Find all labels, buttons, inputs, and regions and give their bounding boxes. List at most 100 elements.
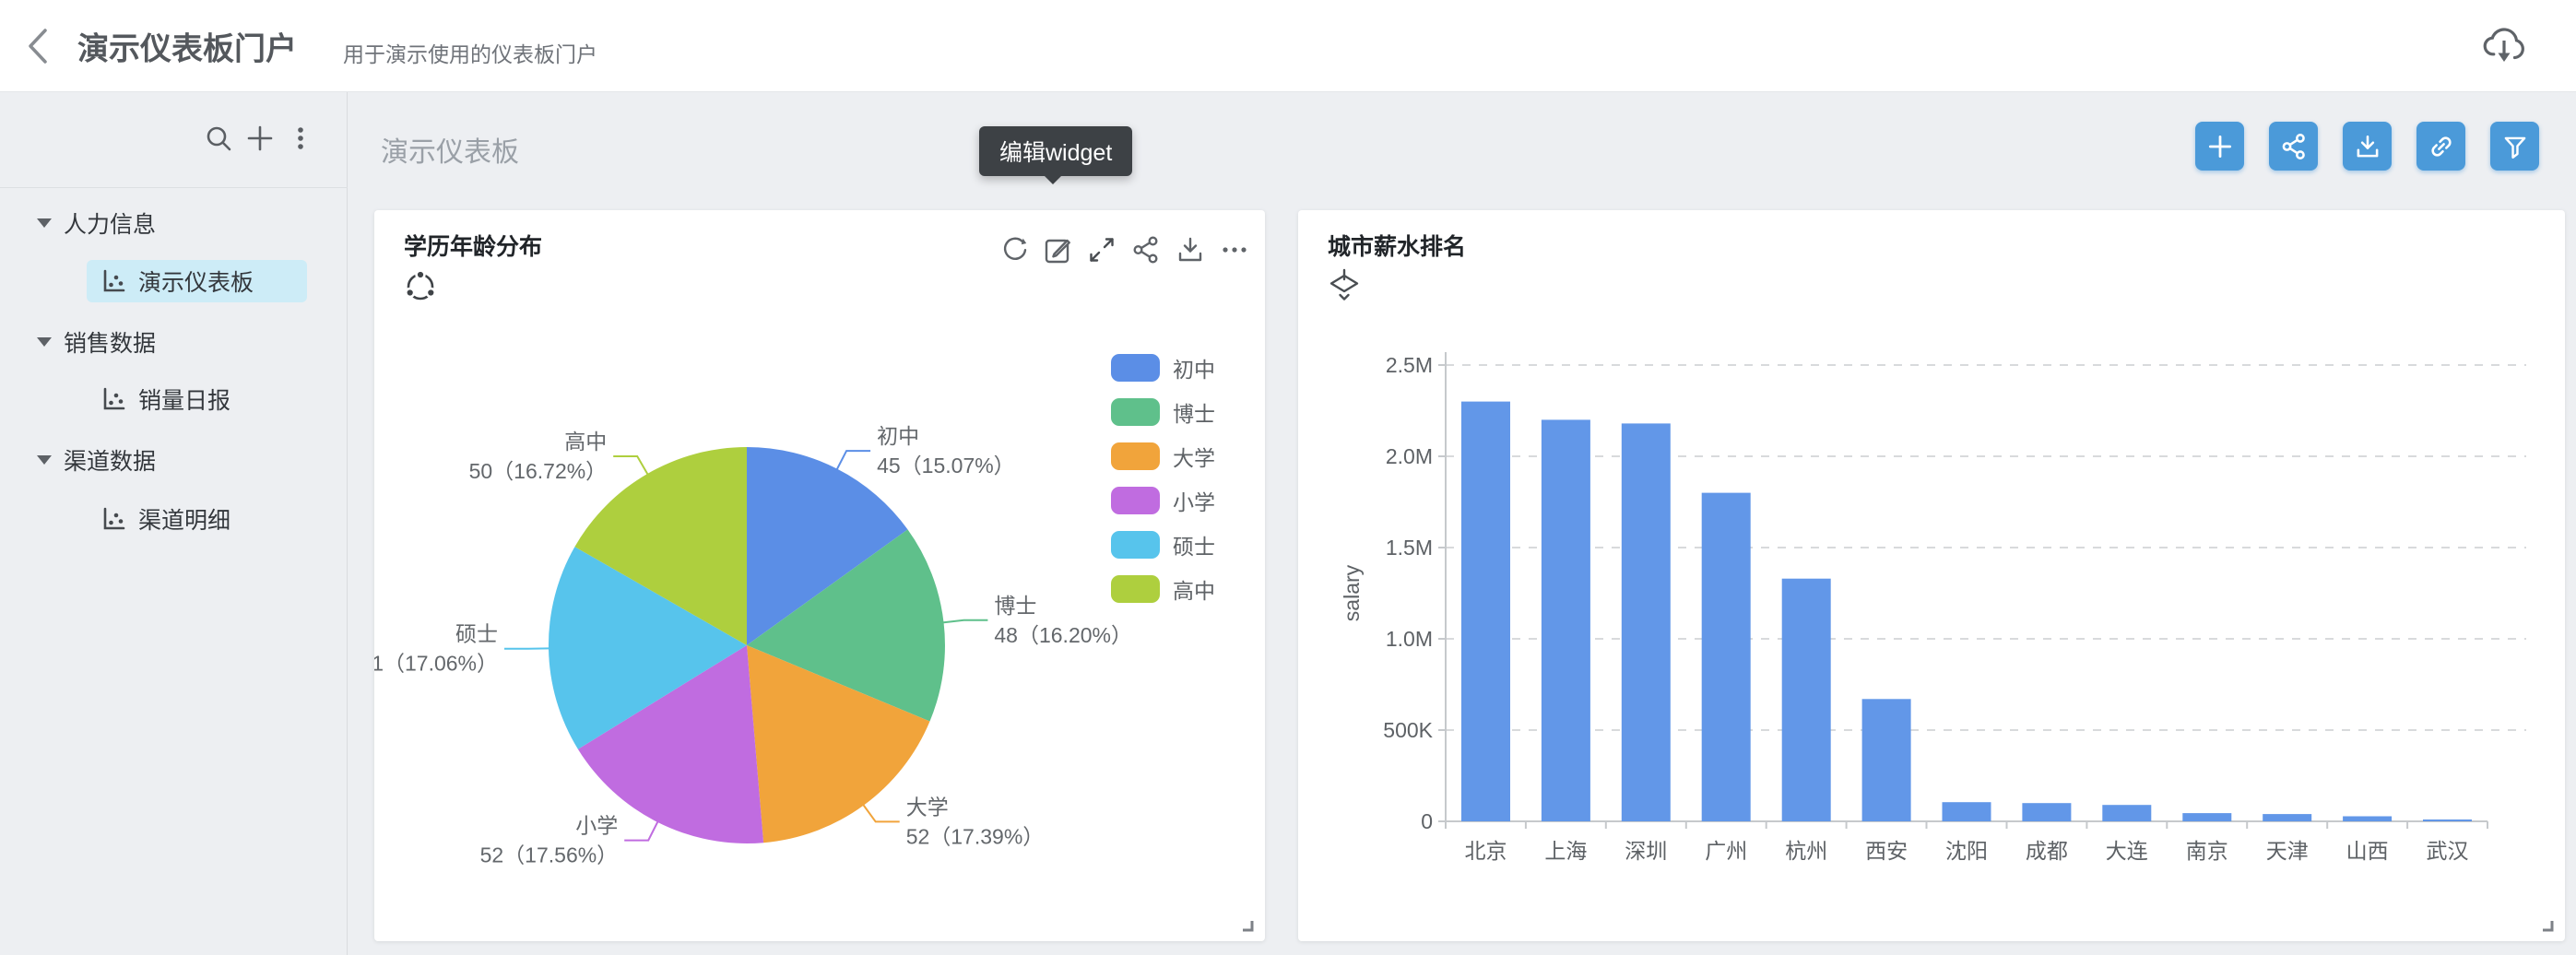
resize-handle[interactable] [2539, 917, 2556, 934]
group-label: 销售数据 [64, 331, 157, 357]
cloud-download-icon[interactable] [2481, 27, 2527, 67]
x-tick-label: 武汉 [2427, 839, 2469, 863]
group-label: 渠道数据 [64, 449, 157, 475]
edit-icon[interactable] [1042, 234, 1073, 265]
y-tick-label: 2.0M [1386, 444, 1433, 468]
legend-item[interactable]: 高中 [1111, 575, 1215, 603]
pie-label-value: 52（17.56%） [480, 843, 619, 867]
legend-item[interactable]: 硕士 [1111, 531, 1215, 559]
dashboard-toolbar [2195, 122, 2539, 171]
bar-北京[interactable] [1461, 401, 1510, 821]
legend-label: 硕士 [1173, 535, 1215, 559]
share-button[interactable] [2269, 122, 2318, 171]
legend-swatch [1111, 354, 1160, 382]
legend-item[interactable]: 博士 [1111, 398, 1215, 426]
resize-handle[interactable] [1239, 917, 1256, 934]
bar-大连[interactable] [2102, 805, 2152, 821]
pie-label-value: 45（15.07%） [877, 454, 1015, 478]
pie-slice-高中[interactable] [574, 447, 747, 645]
bar-成都[interactable] [2022, 803, 2072, 821]
legend-item[interactable]: 初中 [1111, 354, 1215, 382]
legend-swatch [1111, 442, 1160, 470]
back-button[interactable] [26, 28, 50, 65]
bar-chart: 0 500K 1.0M 1.5M 2.0M 2.5M 北京 上海 深圳 广州 杭州 西安 沈阳 成都 大连 南… [1340, 352, 2526, 863]
legend-swatch [1111, 531, 1160, 559]
pie-slice-大学[interactable] [747, 645, 930, 843]
share-icon[interactable] [1130, 234, 1162, 265]
pie-label-name: 硕士 [455, 622, 498, 646]
pie-label-name: 初中 [877, 424, 919, 448]
pie-label-name: 大学 [906, 795, 949, 819]
legend-item[interactable]: 小学 [1111, 487, 1215, 514]
sidebar-group-sales[interactable]: 销售数据 [37, 325, 156, 359]
chart-icon [99, 505, 126, 533]
bar-天津[interactable] [2263, 814, 2312, 821]
pie-slice-初中[interactable] [747, 447, 908, 645]
search-icon[interactable] [204, 124, 233, 153]
bar-杭州[interactable] [1781, 578, 1831, 821]
bar-沈阳[interactable] [1942, 802, 1991, 821]
pie-label-value: 48（16.20%） [994, 623, 1132, 647]
sidebar: 人力信息 演示仪表板 销售数据 销量日报 渠道数据 渠道明细 [0, 92, 348, 955]
sidebar-item-demo-dashboard[interactable]: 演示仪表板 [87, 260, 307, 302]
pie-label-line [862, 804, 900, 823]
add-widget-button[interactable] [2195, 122, 2244, 171]
x-tick-label: 广州 [1705, 839, 1747, 863]
bar-山西[interactable] [2343, 816, 2393, 822]
download-button[interactable] [2343, 122, 2392, 171]
x-tick-label: 西安 [1865, 839, 1908, 863]
x-tick-label: 天津 [2266, 839, 2309, 863]
pie-slice-博士[interactable] [747, 529, 945, 722]
app-header: 演示仪表板门户 用于演示使用的仪表板门户 [0, 0, 2576, 92]
bar-深圳[interactable] [1621, 423, 1671, 821]
pie-label-value: 51（17.06%） [374, 652, 498, 676]
y-tick-label: 2.5M [1386, 353, 1433, 377]
filter-button[interactable] [2490, 122, 2539, 171]
legend-label: 博士 [1173, 402, 1215, 426]
y-tick-label: 1.5M [1386, 536, 1433, 560]
sidebar-group-channel[interactable]: 渠道数据 [37, 443, 156, 477]
edit-widget-tooltip: 编辑widget [979, 126, 1133, 184]
add-icon[interactable] [245, 124, 275, 153]
item-label: 销量日报 [138, 388, 231, 414]
refresh-icon[interactable] [998, 234, 1029, 265]
chart-icon [99, 385, 126, 413]
ellipsis-icon[interactable] [1219, 234, 1250, 265]
pie-label-line [835, 450, 871, 470]
x-tick-label: 山西 [2346, 839, 2389, 863]
bar-西安[interactable] [1861, 699, 1911, 821]
pie-label-line [613, 455, 649, 476]
legend-swatch [1111, 487, 1160, 514]
sidebar-divider [0, 187, 348, 188]
legend-label: 初中 [1173, 358, 1215, 382]
expand-icon[interactable] [1086, 234, 1117, 265]
item-label: 渠道明细 [138, 508, 231, 534]
linkage-icon[interactable] [402, 267, 439, 304]
sidebar-group-hr[interactable]: 人力信息 [37, 206, 156, 240]
bar-广州[interactable] [1701, 492, 1751, 821]
sidebar-item-channel-detail[interactable]: 渠道明细 [87, 498, 307, 540]
link-button[interactable] [2416, 122, 2465, 171]
bar-南京[interactable] [2182, 813, 2232, 821]
legend-label: 大学 [1173, 446, 1215, 470]
pie-label-line [624, 820, 659, 842]
legend-label: 小学 [1173, 490, 1215, 514]
sidebar-item-sales-daily[interactable]: 销量日报 [87, 378, 307, 420]
legend-item[interactable]: 大学 [1111, 442, 1215, 470]
x-tick-label: 上海 [1544, 839, 1587, 863]
bar-上海[interactable] [1541, 419, 1590, 821]
download-icon[interactable] [1175, 234, 1206, 265]
y-tick-label: 500K [1383, 718, 1433, 742]
x-tick-label: 大连 [2106, 839, 2148, 863]
widget-title: 学历年龄分布 [404, 234, 543, 260]
x-tick-label: 北京 [1465, 839, 1507, 863]
more-vertical-icon[interactable] [286, 124, 315, 153]
pie-label-value: 50（16.72%） [469, 459, 608, 483]
x-tick-label: 成都 [2026, 839, 2068, 863]
item-label: 演示仪表板 [138, 270, 254, 296]
x-tick-label: 沈阳 [1945, 839, 1988, 863]
pie-slice-硕士[interactable] [548, 547, 747, 749]
pie-slice-小学[interactable] [577, 645, 764, 843]
drill-icon[interactable] [1326, 267, 1363, 304]
bar-武汉[interactable] [2423, 819, 2472, 821]
